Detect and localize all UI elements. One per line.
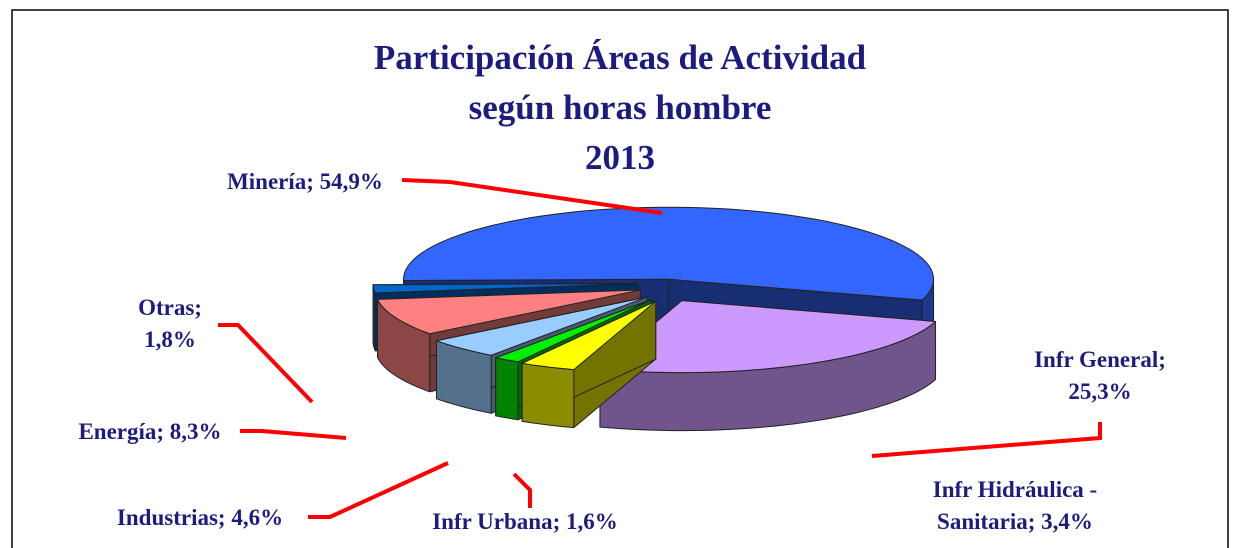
slice-side — [521, 362, 575, 429]
slice-top — [403, 206, 935, 301]
slice-top — [436, 296, 648, 356]
slice-top — [377, 289, 641, 335]
chart-title: Participación Áreas de Actividad — [373, 38, 867, 77]
leader-line — [871, 422, 1102, 458]
leader-line — [240, 429, 347, 440]
pie — [372, 206, 937, 432]
chart-title: según horas hombre — [468, 88, 772, 127]
data-label: Infr General; 25,3% — [1034, 347, 1166, 404]
slice-side — [372, 284, 376, 352]
data-label: Energía; 8,3% — [78, 419, 222, 444]
leader-line — [512, 472, 532, 508]
data-label: Industrias; 4,6% — [116, 505, 284, 530]
data-label: Otras; 1,8% — [138, 295, 202, 352]
data-label: Infr Hidráulica - Sanitaria; 3,4% — [932, 477, 1098, 534]
leader-lines — [218, 178, 1102, 519]
data-label: Infr Urbana; 1,6% — [432, 509, 618, 534]
slice-top — [521, 300, 657, 371]
slice-top — [599, 300, 937, 374]
slice-side — [495, 357, 519, 421]
leader-line — [218, 323, 314, 404]
frame — [11, 9, 1229, 548]
leader-line — [401, 178, 663, 215]
slice-top — [495, 299, 653, 363]
data-label: Minería; 54,9% — [227, 169, 383, 194]
slice-top — [372, 283, 639, 294]
chart-title: 2013 — [585, 138, 655, 177]
leader-line — [308, 461, 449, 519]
